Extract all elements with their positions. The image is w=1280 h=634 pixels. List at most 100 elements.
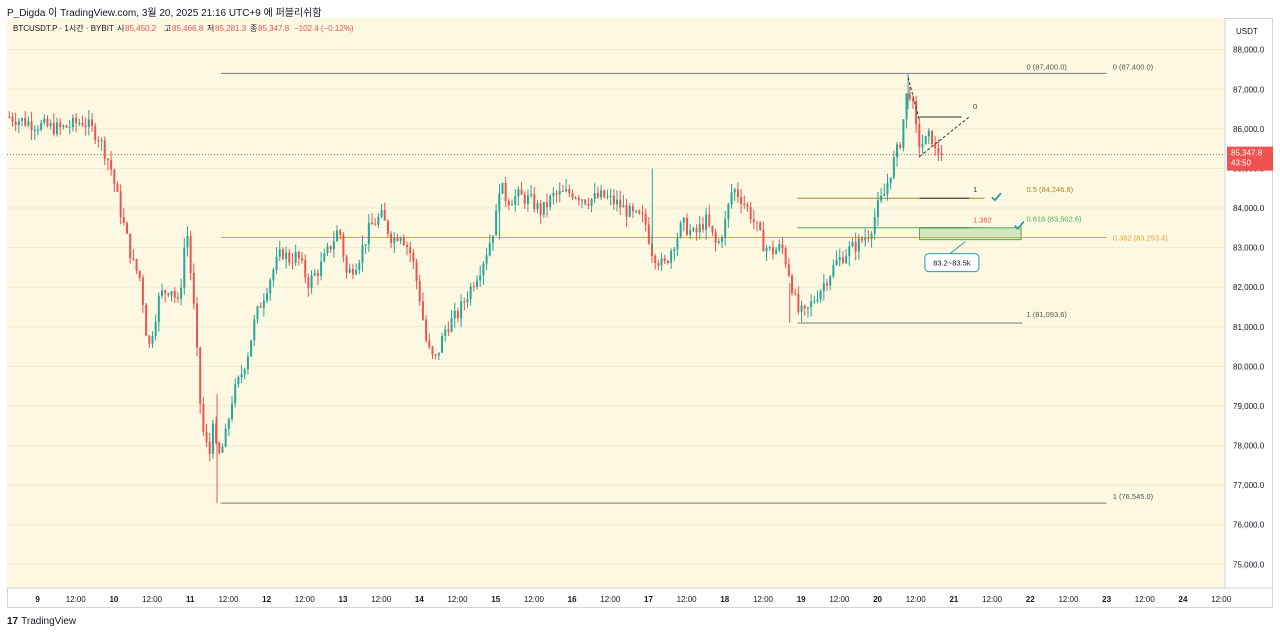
candle-body: [590, 198, 593, 206]
candle-body: [819, 290, 822, 300]
tradingview-logo-icon: 17: [7, 616, 19, 627]
candle-body: [775, 249, 778, 254]
candle-body: [612, 195, 615, 205]
candle-body: [52, 123, 55, 135]
candle-body: [68, 126, 71, 128]
candle-body: [721, 237, 724, 242]
candle-body: [686, 217, 689, 235]
candle-body: [915, 101, 918, 125]
price-tick-label: 76,000.0: [1233, 521, 1265, 530]
candle-body: [202, 403, 205, 432]
price-axis-currency[interactable]: USDT: [1236, 27, 1258, 36]
candle-body: [211, 423, 214, 454]
candle-body: [596, 193, 599, 198]
candle-body: [266, 293, 269, 301]
candle-body: [294, 251, 297, 264]
candle-body: [151, 336, 154, 344]
candle-body: [727, 204, 730, 219]
candle-body: [176, 297, 179, 299]
candle-body: [71, 117, 74, 127]
candle-body: [65, 125, 68, 128]
pattern-leg: [919, 116, 970, 157]
candle-body: [227, 419, 230, 429]
candle-body: [361, 245, 364, 263]
candle-body: [21, 118, 24, 121]
candle-body: [46, 118, 49, 126]
candle-body: [530, 194, 533, 196]
tradingview-logo[interactable]: 17 TradingView: [7, 616, 76, 627]
legend-low-value: 85,281.3: [215, 24, 247, 33]
candle-body: [180, 287, 183, 299]
candle-body: [577, 197, 580, 201]
time-tick-label: 12:00: [66, 595, 87, 604]
candle-body: [835, 260, 838, 265]
candle-body: [631, 205, 634, 212]
candle-body: [358, 262, 361, 270]
candle-body: [444, 329, 447, 337]
candle-body: [826, 283, 829, 286]
candle-body: [323, 253, 326, 262]
candle-body: [183, 247, 186, 288]
candle-body: [927, 130, 930, 137]
price-tick-label: 81,000.0: [1233, 323, 1265, 332]
candle-body: [87, 119, 90, 127]
candle-body: [122, 217, 125, 224]
candle-body: [221, 446, 224, 453]
candle-body: [342, 234, 345, 257]
candle-body: [495, 210, 498, 236]
candle-body: [520, 189, 523, 195]
candle-body: [740, 197, 743, 204]
candle-body: [673, 249, 676, 252]
price-axis[interactable]: 75,000.0 76,000.0 77,000.0 78,000.0 79,000.0…: [1224, 18, 1265, 588]
candle-body: [135, 259, 138, 271]
candle-body: [717, 241, 720, 243]
candle-body: [126, 223, 129, 234]
candle-body: [797, 293, 800, 312]
candle-body: [348, 268, 351, 273]
candle-body: [689, 230, 692, 235]
time-tick-label: 15: [491, 595, 500, 604]
candle-body: [666, 260, 669, 263]
target-callout-box[interactable]: [924, 253, 980, 273]
time-tick-label: 12:00: [1135, 595, 1156, 604]
candle-body: [651, 243, 654, 256]
candle-body: [625, 205, 628, 217]
legend-close-label: 종: [250, 24, 257, 33]
candle-body: [571, 193, 574, 198]
tradingview-logo-text: TradingView: [21, 616, 77, 627]
time-tick-label: 12:00: [829, 595, 850, 604]
candle-body: [313, 273, 316, 276]
candle-body: [488, 243, 491, 256]
pattern-label-1: 1: [973, 185, 977, 194]
candle-body: [603, 190, 606, 198]
candle-body: [746, 204, 749, 208]
candle-body: [918, 124, 921, 148]
candle-body: [441, 336, 444, 353]
candle-body: [889, 177, 892, 184]
pattern-leg: [907, 77, 921, 122]
candle-body: [110, 160, 113, 170]
price-chart[interactable]: 0 (87,400.0) 0 (87,400.0) 1 (76,545.0) 0.38…: [7, 18, 1273, 608]
candle-body: [288, 252, 291, 263]
candle-body: [899, 144, 902, 148]
candle-body: [91, 119, 94, 127]
current-price-label: 85,347.8: [1231, 149, 1263, 158]
candle-body: [845, 256, 848, 263]
candle-body: [816, 299, 819, 302]
candle-body: [43, 118, 46, 123]
candle-body: [237, 377, 240, 385]
candle-body: [27, 121, 30, 126]
price-tick-label: 83,000.0: [1233, 244, 1265, 253]
candle-body: [565, 189, 568, 192]
candle-body: [132, 258, 135, 260]
time-axis[interactable]: 9 12:00 10 12:00 11 12:00 12 12:00 13 12:00 14 12:0…: [7, 587, 1273, 604]
target-zone-box[interactable]: [919, 227, 1022, 241]
candle-body: [479, 275, 482, 281]
candle-body: [743, 203, 746, 205]
candle-body: [320, 261, 323, 276]
legend-close-value: 85,347.8: [258, 24, 290, 33]
candle-body: [778, 244, 781, 250]
candle-body: [861, 238, 864, 241]
legend-symbol[interactable]: BTCUSDT.P · 1시간 · BYBIT: [13, 23, 114, 33]
candle-body: [908, 93, 911, 99]
